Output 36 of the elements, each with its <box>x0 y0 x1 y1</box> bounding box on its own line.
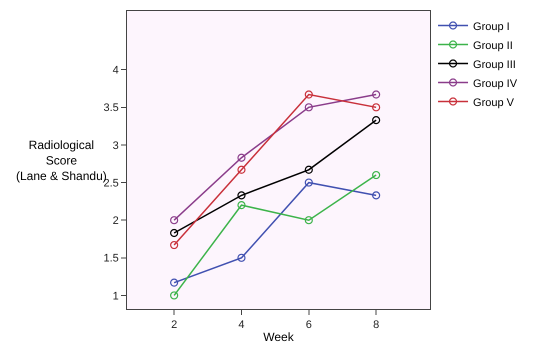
y-tick-label: 1 <box>112 290 119 302</box>
point <box>372 170 380 180</box>
point <box>170 278 178 287</box>
y-tick-label: 2 <box>112 215 119 228</box>
point <box>304 216 313 224</box>
y-tick-label: 4 <box>112 64 119 77</box>
legend-label: Group II <box>473 40 513 52</box>
point <box>237 201 246 210</box>
point <box>304 178 313 187</box>
point <box>304 103 313 112</box>
legend-label: Group V <box>473 96 515 109</box>
point <box>170 216 178 224</box>
point <box>304 90 313 99</box>
point <box>237 191 246 200</box>
point <box>372 103 380 112</box>
x-axis-title: Week <box>263 330 295 344</box>
y-tick-label: 3.5 <box>104 102 119 114</box>
point <box>237 254 246 262</box>
point <box>237 154 246 162</box>
y-tick-label: 3 <box>112 140 119 152</box>
point <box>372 90 380 99</box>
point <box>170 228 178 238</box>
point <box>237 166 246 174</box>
x-tick-label: 6 <box>306 319 312 332</box>
y-tick-label: 1.5 <box>104 252 119 265</box>
legend-label: Group I <box>473 20 510 33</box>
point <box>170 240 178 250</box>
x-tick-label: 2 <box>171 319 178 332</box>
point <box>372 116 380 124</box>
x-tick-label: 8 <box>373 319 380 332</box>
legend-label: Group III <box>473 58 516 71</box>
point <box>170 291 178 300</box>
legend-label: Group IV <box>473 78 518 90</box>
point <box>372 191 380 200</box>
x-tick-label: 4 <box>238 319 245 332</box>
point <box>304 166 313 174</box>
